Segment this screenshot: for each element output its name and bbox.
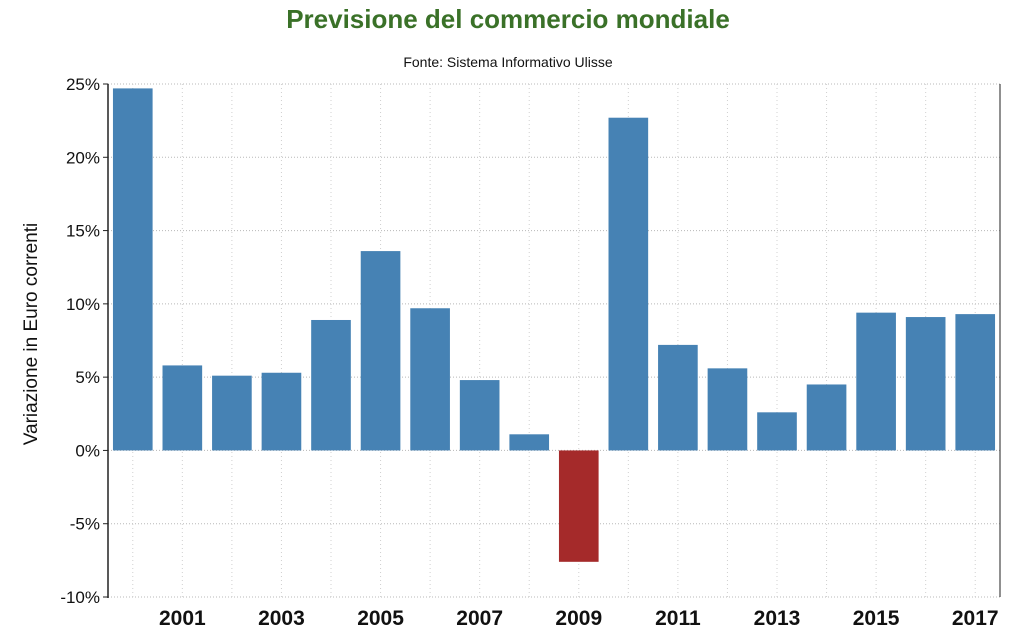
bar-2013 xyxy=(757,412,797,451)
y-tick-label: 15% xyxy=(66,222,100,241)
x-tick-label: 2017 xyxy=(952,607,999,630)
bar-2015 xyxy=(856,312,896,451)
axes xyxy=(107,84,1001,598)
bar-2016 xyxy=(905,317,946,451)
bar-2010 xyxy=(608,117,649,451)
bar-2014 xyxy=(806,384,847,451)
x-tick-label: 2001 xyxy=(159,607,206,630)
bar-2012 xyxy=(707,368,748,451)
x-tick-label: 2007 xyxy=(456,607,503,630)
bar-2006 xyxy=(410,308,450,451)
y-tick-label: 0% xyxy=(75,441,100,460)
bar-2005 xyxy=(360,251,401,451)
bar-2007 xyxy=(459,380,500,451)
bar-2003 xyxy=(261,372,302,451)
y-tick-label: 25% xyxy=(66,75,100,94)
x-tick-label: 2013 xyxy=(754,607,801,630)
y-tick-label: 10% xyxy=(66,295,100,314)
bar-series xyxy=(112,88,996,562)
x-tick-label: 2011 xyxy=(655,607,701,630)
chart-title: Previsione del commercio mondiale xyxy=(286,4,730,34)
bar-2002 xyxy=(212,375,252,451)
x-tick-label: 2003 xyxy=(258,607,305,630)
bar-2008 xyxy=(509,434,550,451)
y-tick-label: 5% xyxy=(75,368,100,387)
bar-2011 xyxy=(658,344,698,451)
x-tick-label: 2009 xyxy=(555,607,602,630)
y-axis-ticks: 25% 20% 15% 10% 5% 0% -5% -10% xyxy=(60,75,108,607)
y-axis-label: Variazione in Euro correnti xyxy=(21,223,42,445)
bar-2000 xyxy=(112,88,153,451)
y-tick-label: 20% xyxy=(66,148,100,167)
bar-2009 xyxy=(558,450,599,562)
bar-2004 xyxy=(311,319,351,451)
chart-subtitle: Fonte: Sistema Informativo Ulisse xyxy=(403,54,613,70)
x-axis-ticks: 2001 2003 2005 2007 2009 2011 2013 2015 2017 xyxy=(159,607,999,630)
bar-2001 xyxy=(162,365,203,451)
x-tick-label: 2015 xyxy=(853,607,900,630)
x-tick-label: 2005 xyxy=(357,607,404,630)
y-tick-label: -10% xyxy=(60,588,100,607)
bar-2017 xyxy=(955,314,996,451)
y-tick-label: -5% xyxy=(70,515,100,534)
